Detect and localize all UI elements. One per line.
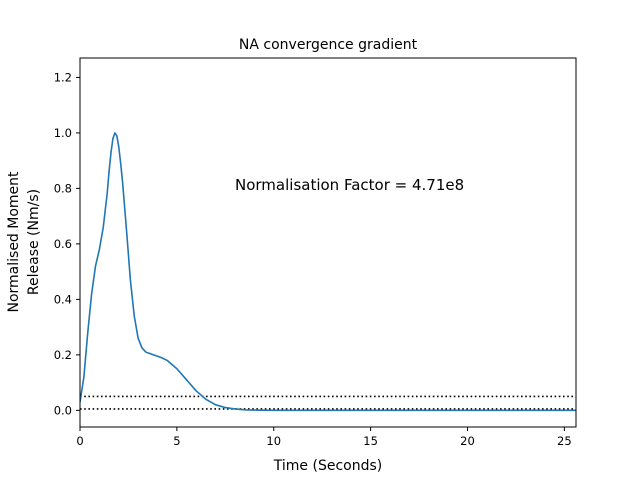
x-tick-label: 20 [460, 434, 475, 448]
y-tick-label: 0.6 [54, 237, 72, 251]
y-tick-label: 0.8 [54, 181, 72, 195]
normalisation-annotation: Normalisation Factor = 4.71e8 [235, 176, 464, 194]
x-tick-label: 15 [363, 434, 378, 448]
y-tick-label: 0.4 [54, 292, 72, 306]
x-tick-label: 5 [173, 434, 180, 448]
y-tick-label: 0.0 [54, 403, 72, 417]
plot-frame [79, 57, 577, 428]
x-tick-label: 10 [266, 434, 281, 448]
y-axis-label-line-1: Normalised Moment [6, 171, 22, 313]
chart-title: NA convergence gradient [239, 37, 418, 53]
y-tick-label: 1.2 [54, 70, 72, 84]
x-tick-label: 0 [76, 434, 83, 448]
x-tick-label: 25 [557, 434, 572, 448]
y-tick-label: 1.0 [54, 126, 72, 140]
y-axis-label-line-2: Release (Nm/s) [26, 189, 42, 295]
y-tick-label: 0.2 [54, 348, 72, 362]
x-axis-label: Time (Seconds) [273, 458, 382, 474]
series-line-0 [80, 132, 576, 412]
